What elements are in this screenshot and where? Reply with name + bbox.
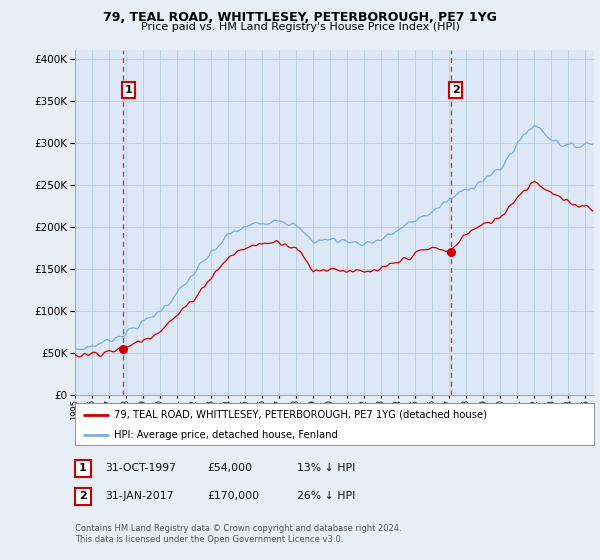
Text: 2: 2 <box>452 85 460 95</box>
Text: 1: 1 <box>124 85 132 95</box>
Text: Price paid vs. HM Land Registry's House Price Index (HPI): Price paid vs. HM Land Registry's House … <box>140 22 460 32</box>
Text: 79, TEAL ROAD, WHITTLESEY, PETERBOROUGH, PE7 1YG (detached house): 79, TEAL ROAD, WHITTLESEY, PETERBOROUGH,… <box>114 410 487 420</box>
Text: £54,000: £54,000 <box>207 463 252 473</box>
Text: 31-JAN-2017: 31-JAN-2017 <box>105 491 173 501</box>
Text: 79, TEAL ROAD, WHITTLESEY, PETERBOROUGH, PE7 1YG: 79, TEAL ROAD, WHITTLESEY, PETERBOROUGH,… <box>103 11 497 24</box>
Text: 1: 1 <box>79 463 86 473</box>
Text: HPI: Average price, detached house, Fenland: HPI: Average price, detached house, Fenl… <box>114 430 338 440</box>
Text: 31-OCT-1997: 31-OCT-1997 <box>105 463 176 473</box>
Text: This data is licensed under the Open Government Licence v3.0.: This data is licensed under the Open Gov… <box>75 535 343 544</box>
Text: £170,000: £170,000 <box>207 491 259 501</box>
Text: Contains HM Land Registry data © Crown copyright and database right 2024.: Contains HM Land Registry data © Crown c… <box>75 524 401 533</box>
Text: 2: 2 <box>79 491 86 501</box>
Text: 26% ↓ HPI: 26% ↓ HPI <box>297 491 355 501</box>
Text: 13% ↓ HPI: 13% ↓ HPI <box>297 463 355 473</box>
